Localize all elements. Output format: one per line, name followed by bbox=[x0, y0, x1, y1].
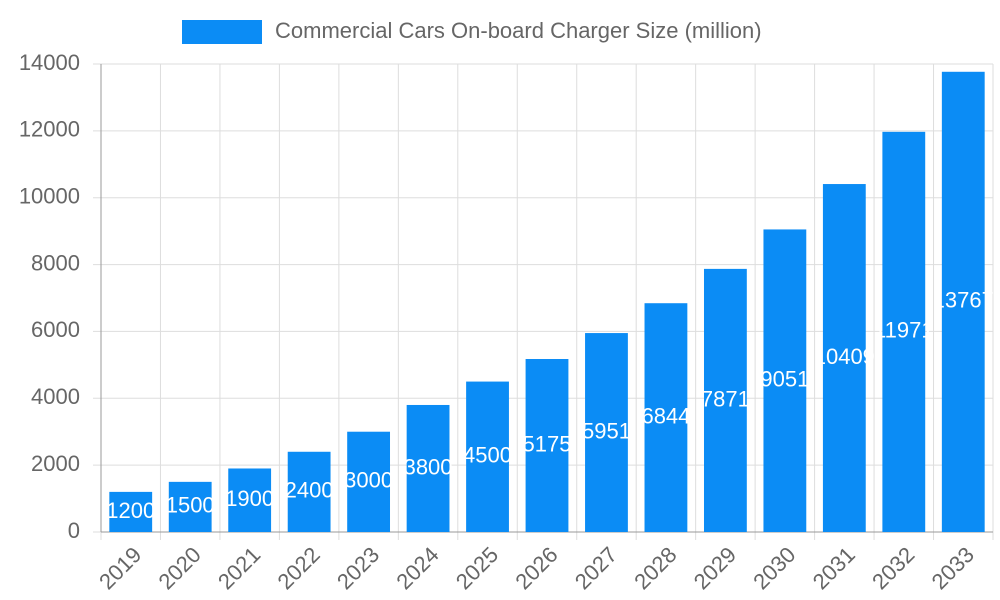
y-tick-label: 14000 bbox=[19, 50, 80, 75]
legend-swatch[interactable] bbox=[182, 20, 262, 44]
x-tick-label: 2030 bbox=[748, 542, 800, 594]
data-label: 2400 bbox=[285, 478, 334, 503]
bar bbox=[644, 303, 688, 532]
data-label: 10409 bbox=[814, 344, 875, 369]
data-label: 13767 bbox=[933, 288, 994, 313]
x-tick-label: 2032 bbox=[867, 542, 919, 594]
bar bbox=[703, 268, 747, 532]
bar bbox=[109, 491, 153, 532]
data-label: 3000 bbox=[344, 468, 393, 493]
data-label: 1500 bbox=[166, 493, 215, 518]
y-tick-label: 4000 bbox=[31, 384, 80, 409]
x-tick-label: 2025 bbox=[451, 542, 503, 594]
data-label: 3800 bbox=[404, 454, 453, 479]
x-tick-label: 2033 bbox=[927, 542, 979, 594]
x-tick-label: 2031 bbox=[808, 542, 860, 594]
bar bbox=[763, 229, 807, 533]
bar bbox=[287, 451, 331, 532]
x-tick-label: 2027 bbox=[570, 542, 622, 594]
data-label: 1200 bbox=[106, 498, 155, 523]
data-label: 7871 bbox=[701, 386, 750, 411]
y-tick-label: 0 bbox=[68, 518, 80, 543]
x-tick-label: 2024 bbox=[391, 542, 443, 594]
x-tick-label: 2021 bbox=[213, 542, 265, 594]
bar bbox=[466, 381, 509, 532]
data-label: 9051 bbox=[760, 367, 809, 392]
data-label: 6844 bbox=[641, 403, 690, 428]
x-tick-label: 2022 bbox=[272, 542, 324, 594]
data-label: 5175 bbox=[523, 431, 572, 456]
bar bbox=[228, 468, 272, 532]
x-tick-label: 2026 bbox=[510, 542, 562, 594]
y-tick-label: 6000 bbox=[31, 317, 80, 342]
y-tick-label: 12000 bbox=[19, 117, 80, 142]
x-tick-label: 2028 bbox=[629, 542, 681, 594]
x-tick-label: 2029 bbox=[689, 542, 741, 594]
y-tick-label: 2000 bbox=[31, 451, 80, 476]
data-label: 5951 bbox=[582, 418, 631, 443]
data-label: 4500 bbox=[463, 443, 512, 468]
x-tick-label: 2023 bbox=[332, 542, 384, 594]
y-tick-label: 10000 bbox=[19, 184, 80, 209]
bar bbox=[822, 184, 866, 533]
y-tick-label: 8000 bbox=[31, 250, 80, 275]
data-label: 1900 bbox=[225, 486, 274, 511]
x-tick-label: 2019 bbox=[94, 542, 146, 594]
bar bbox=[347, 431, 391, 532]
bar bbox=[168, 481, 212, 532]
bar bbox=[941, 71, 985, 533]
bar bbox=[406, 404, 450, 532]
bar bbox=[585, 333, 628, 532]
legend-label[interactable]: Commercial Cars On-board Charger Size (m… bbox=[275, 18, 762, 43]
x-tick-label: 2020 bbox=[154, 542, 206, 594]
bar bbox=[882, 131, 926, 532]
bar bbox=[525, 359, 569, 532]
data-label: 11971 bbox=[874, 318, 934, 343]
